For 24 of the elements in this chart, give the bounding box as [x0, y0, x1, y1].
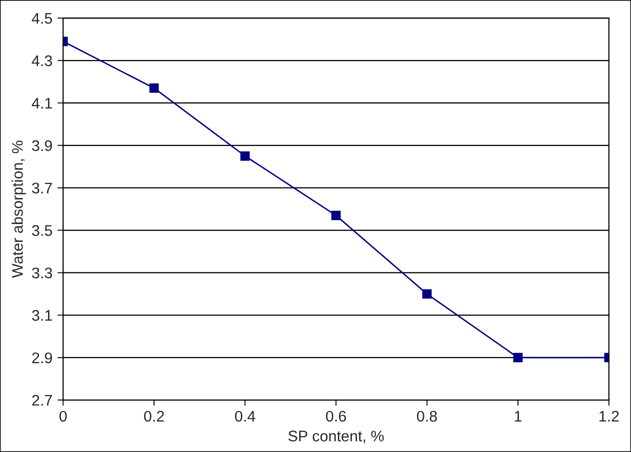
y-axis-title: Water absorption, % [12, 140, 26, 278]
x-axis-title: SP content, % [288, 430, 384, 444]
x-tick-label: 0.2 [144, 410, 164, 422]
y-tick-label: 3.9 [32, 140, 52, 152]
y-tick-label: 2.7 [32, 394, 52, 406]
y-tick-label: 4.1 [32, 98, 52, 108]
x-tick-label: 0.8 [416, 410, 437, 422]
y-tick-label: 3.1 [32, 310, 52, 321]
y-tick-label: 3.5 [32, 225, 52, 236]
y-tick-label: 3.3 [32, 268, 52, 278]
x-tick-label: 1 [514, 411, 522, 422]
point [240, 151, 250, 161]
y-tick-label: 4.5 [32, 13, 52, 24]
point [513, 352, 523, 362]
y-tick-label: 4.3 [32, 55, 52, 66]
y-tick-label: 2.9 [32, 352, 52, 364]
point [422, 289, 432, 299]
x-tick-label: 1.2 [599, 410, 619, 422]
x-tick-label: 0.4 [235, 410, 256, 422]
x-tick-label: 0 [59, 410, 67, 422]
point [331, 210, 341, 220]
x-tick-label: 0.6 [326, 410, 346, 422]
point [149, 83, 159, 93]
y-tick-label: 3.7 [32, 182, 52, 194]
